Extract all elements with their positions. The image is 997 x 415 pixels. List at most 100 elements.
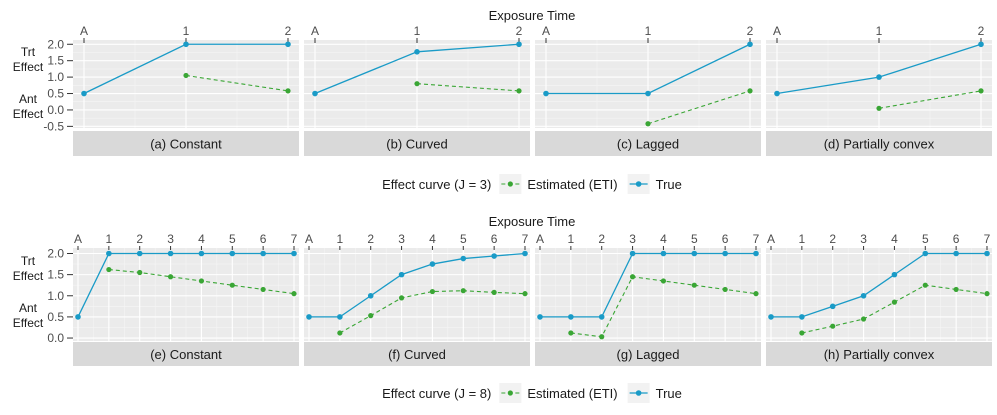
facet-strip-label: (g) Lagged	[617, 347, 680, 362]
x-tick-label: A	[536, 232, 544, 246]
x-tick-label: 2	[978, 24, 985, 38]
x-tick-label: 6	[953, 232, 960, 246]
facet-strip-label: (c) Lagged	[617, 137, 679, 152]
point-estimated	[629, 274, 636, 280]
y-tick-label: 1.0	[47, 289, 64, 303]
y-tick-label: 2.0	[47, 37, 64, 51]
point-estimated	[984, 291, 990, 297]
point-true	[691, 250, 698, 257]
y-tick-label: 1.0	[47, 70, 64, 84]
y-tick-label: 2.0	[47, 246, 64, 260]
point-estimated	[522, 291, 528, 297]
point-estimated	[198, 278, 205, 284]
ylabel-trt-effect: Trt	[21, 45, 36, 59]
facet-strip-label: (a) Constant	[150, 137, 222, 152]
x-tick-label: 7	[984, 232, 991, 246]
point-true	[876, 74, 882, 80]
point-true	[598, 314, 605, 320]
axis-title-exposure-time: Exposure Time	[489, 8, 576, 23]
point-estimated	[722, 286, 728, 293]
x-tick-label: 5	[229, 232, 236, 246]
point-true	[829, 303, 836, 310]
x-tick-label: A	[542, 24, 550, 38]
x-tick-label: A	[305, 232, 313, 246]
ylabel-ant-effect: Ant	[19, 92, 38, 106]
x-tick-label: 2	[285, 24, 292, 38]
y-tick-label: 1.5	[47, 268, 64, 282]
legend-title: Effect curve (J = 8)	[382, 386, 491, 401]
x-tick-label: 5	[691, 232, 698, 246]
x-tick-label: 5	[460, 232, 467, 246]
point-estimated	[922, 282, 928, 288]
facet-strip	[73, 342, 299, 366]
point-true	[645, 90, 651, 97]
x-tick-label: 1	[568, 232, 575, 246]
point-true	[774, 90, 780, 97]
point-true	[429, 261, 436, 267]
point-estimated	[398, 295, 405, 301]
axis-title-exposure-time: Exposure Time	[489, 214, 576, 229]
series-line-estimated	[416, 83, 520, 92]
point-true	[984, 250, 990, 257]
point-true	[891, 271, 898, 278]
x-tick-label: 2	[136, 232, 143, 246]
point-estimated	[645, 121, 651, 127]
x-tick-label: 3	[629, 232, 636, 246]
point-estimated	[799, 330, 805, 336]
point-estimated	[491, 289, 497, 295]
facet-strip	[304, 342, 530, 366]
point-estimated	[183, 72, 189, 79]
point-true	[747, 41, 753, 48]
x-tick-label: 2	[598, 232, 605, 246]
facet-strip-label: (h) Partially convex	[824, 347, 935, 362]
point-estimated	[337, 330, 343, 336]
point-estimated	[291, 291, 297, 297]
point-true	[768, 314, 774, 320]
point-estimated	[660, 278, 667, 284]
point-true	[75, 314, 81, 320]
x-tick-label: 2	[516, 24, 523, 38]
point-true	[398, 271, 405, 278]
x-tick-label: 4	[891, 232, 898, 246]
series-line-estimated	[878, 90, 982, 109]
facet-strip-label: (d) Partially convex	[824, 137, 935, 152]
point-true	[978, 41, 984, 48]
point-estimated	[229, 282, 235, 288]
x-tick-label: 2	[829, 232, 836, 246]
x-tick-label: 4	[660, 232, 667, 246]
x-tick-label: 3	[860, 232, 867, 246]
x-tick-label: 4	[429, 232, 436, 246]
y-tick-label: 0.0	[47, 103, 64, 117]
ylabel-ant-effect: Effect	[13, 316, 44, 330]
point-true	[953, 250, 959, 257]
point-true	[81, 90, 87, 97]
point-true	[198, 250, 205, 257]
x-tick-label: 6	[260, 232, 267, 246]
ylabel-ant-effect: Effect	[13, 107, 44, 121]
point-true	[516, 41, 522, 48]
point-estimated	[830, 323, 836, 329]
facet-strip-label: (f) Curved	[388, 347, 446, 362]
point-true	[460, 255, 467, 262]
x-tick-label: 1	[876, 24, 883, 38]
point-estimated	[285, 88, 291, 94]
point-estimated	[860, 316, 867, 322]
x-tick-label: A	[74, 232, 82, 246]
legend-label-estimated: Estimated (ETI)	[527, 386, 617, 401]
y-tick-label: 0.0	[47, 331, 64, 345]
point-true	[291, 250, 297, 257]
point-estimated	[691, 282, 697, 288]
point-estimated	[137, 269, 143, 276]
facet-strip-label: (b) Curved	[386, 137, 447, 152]
y-tick-label: 0.5	[47, 310, 64, 324]
point-true	[136, 250, 143, 257]
point-true	[753, 250, 759, 257]
ylabel-trt-effect: Effect	[13, 269, 44, 283]
point-true	[337, 314, 343, 320]
y-tick-label: 0.5	[47, 87, 64, 101]
point-true	[312, 90, 318, 97]
point-true	[543, 90, 549, 97]
ylabel-ant-effect: Ant	[19, 301, 38, 315]
point-true	[229, 250, 236, 257]
ylabel-trt-effect: Trt	[21, 254, 36, 268]
